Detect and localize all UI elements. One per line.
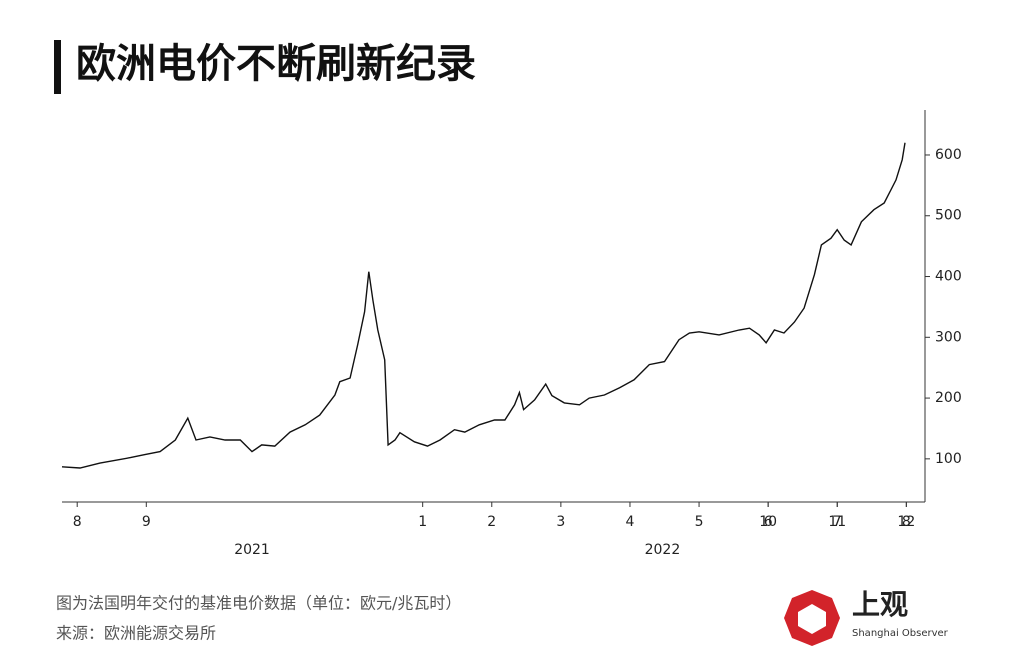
x-tick-label: 9: [142, 514, 151, 530]
year-label: 2022: [645, 542, 681, 558]
x-tick-label: 10: [759, 514, 777, 530]
logo-name: 上观: [852, 588, 908, 621]
year-label: 2021: [234, 542, 270, 558]
y-tick-label: 400: [935, 269, 962, 285]
x-tick-label: 8: [73, 514, 82, 530]
x-tick-label: 2: [487, 514, 496, 530]
price-line: [61, 142, 906, 469]
y-tick-label: 100: [935, 451, 962, 467]
source: 来源：欧洲能源交易所: [56, 624, 216, 643]
y-tick-label: 600: [935, 147, 962, 163]
x-tick-label: 4: [626, 514, 635, 530]
x-tick-label: 8: [902, 514, 911, 530]
logo-subtitle: Shanghai Observer: [852, 628, 949, 639]
logo: 上观 Shanghai Observer: [784, 588, 949, 646]
x-tick-label: 5: [695, 514, 704, 530]
y-tick-label: 300: [935, 329, 962, 345]
y-tick-label: 500: [935, 208, 962, 224]
logo-mark-inner: [798, 604, 826, 634]
x-tick-label: 3: [556, 514, 565, 530]
x-tick-label: 7: [833, 514, 842, 530]
x-tick-label: 1: [418, 514, 427, 530]
note: 图为法国明年交付的基准电价数据（单位：欧元/兆瓦时）: [56, 594, 461, 613]
x-tick-label: 6: [764, 514, 773, 530]
x-tick-label: 11: [828, 514, 846, 530]
y-tick-label: 200: [935, 390, 962, 406]
title-bar: [54, 40, 61, 94]
x-tick-label: 12: [897, 514, 915, 530]
chart-title: 欧洲电价不断刷新纪录: [76, 41, 476, 87]
